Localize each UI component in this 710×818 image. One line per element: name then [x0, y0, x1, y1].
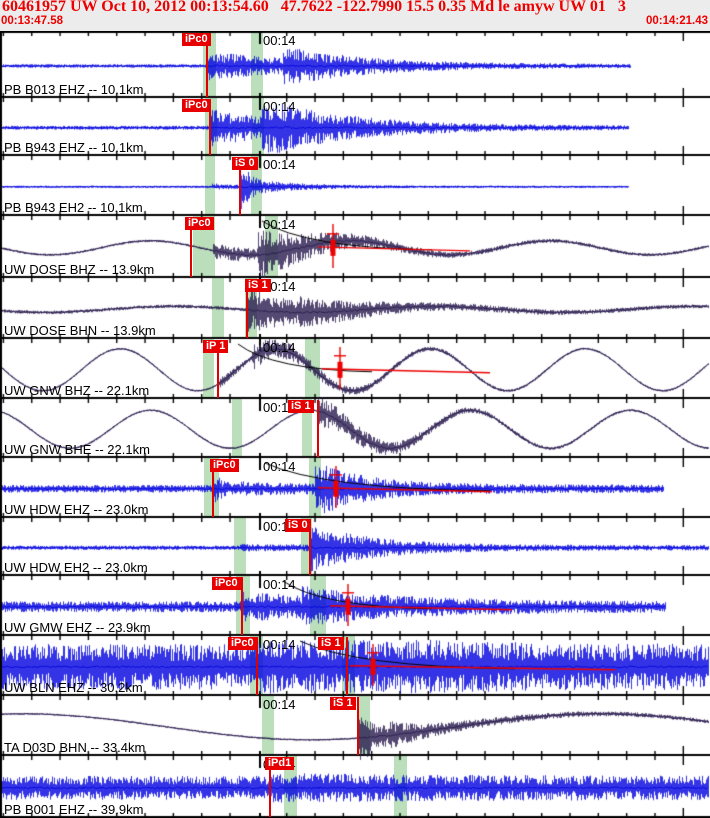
pick-line[interactable]	[246, 279, 248, 338]
minute-label: 00:14	[263, 33, 296, 48]
minute-label: 00:14	[263, 459, 296, 474]
pick-flag[interactable]: iS 1	[318, 637, 344, 650]
pick-flag[interactable]: iPc0	[182, 99, 211, 112]
station-label: UW HDW EH2 -- 23.0km	[4, 560, 148, 575]
pick-flag[interactable]: iPc0	[210, 459, 239, 472]
pick-line[interactable]	[346, 637, 348, 695]
pick-flag[interactable]: iS 1	[330, 697, 356, 710]
station-label: PB B013 EHZ -- 10.1km	[4, 82, 144, 97]
pick-line[interactable]	[256, 637, 258, 695]
minute-label: 00:14	[263, 279, 296, 294]
pick-line[interactable]	[239, 157, 241, 215]
minute-label: 00:14	[263, 400, 296, 415]
pick-line[interactable]	[212, 459, 214, 517]
station-label: UW HDW EHZ -- 23.0km	[4, 502, 149, 517]
pick-flag[interactable]: iPc0	[185, 217, 214, 230]
event-header: 60461957 UW Oct 10, 2012 00:13:54.60 47.…	[2, 0, 626, 15]
pick-flag[interactable]: iPc0	[182, 33, 211, 46]
pick-line[interactable]	[241, 577, 243, 635]
minute-label: 00:14	[263, 577, 296, 592]
pick-line[interactable]	[190, 217, 192, 277]
station-label: PB B943 EH2 -- 10.1km	[4, 200, 143, 215]
minute-label: 00:14	[263, 697, 296, 712]
minute-label: 00:14	[263, 157, 296, 172]
pick-flag[interactable]: iP 1	[203, 340, 229, 353]
station-label: UW BLN EHZ -- 30.2km	[4, 680, 143, 695]
pick-line[interactable]	[357, 697, 359, 755]
station-label: PB B001 EHZ -- 39.9km	[4, 802, 144, 817]
station-label: PB B943 EHZ -- 10.1km	[4, 140, 144, 155]
station-label: UW DOSE BHZ -- 13.9km	[4, 262, 155, 277]
station-label: UW DOSE BHN -- 13.9km	[4, 323, 156, 338]
pick-line[interactable]	[206, 33, 208, 97]
pick-line[interactable]	[317, 400, 319, 457]
pick-flag[interactable]: iS 0	[232, 157, 258, 170]
window-start-time: 00:13:47.58	[1, 15, 64, 27]
station-label: UW GNW BHZ -- 22.1km	[4, 383, 150, 398]
pick-line[interactable]	[209, 99, 211, 155]
pick-flag[interactable]: iPc0	[212, 577, 241, 590]
minute-label: 00:14	[263, 217, 296, 232]
window-end-time: 00:14:21.43	[645, 15, 708, 27]
pick-flag[interactable]: iS 1	[288, 400, 314, 413]
trace-plot-area: 00:14 PB B013 EHZ -- 10.1km iPc0 00:14 PB B9…	[0, 31, 710, 818]
minute-label: 00:14	[263, 637, 296, 652]
pick-flag[interactable]: iS 1	[245, 279, 271, 292]
pick-flag[interactable]: iPd1	[265, 757, 295, 770]
seismogram-canvas[interactable]	[0, 31, 710, 818]
pick-flag[interactable]: iPc0	[228, 637, 257, 650]
minute-label: 00:14	[263, 99, 296, 114]
minute-label: 00:14	[263, 340, 296, 355]
pick-flag[interactable]: iS 0	[285, 519, 311, 532]
station-label: TA D03D BHN -- 33.4km	[4, 740, 146, 755]
pick-line[interactable]	[309, 519, 311, 575]
station-label: UW GNW BHE -- 22.1km	[4, 442, 150, 457]
pick-line[interactable]	[217, 340, 219, 398]
pick-line[interactable]	[269, 757, 271, 817]
station-label: UW GMW EHZ -- 23.9km	[4, 620, 151, 635]
